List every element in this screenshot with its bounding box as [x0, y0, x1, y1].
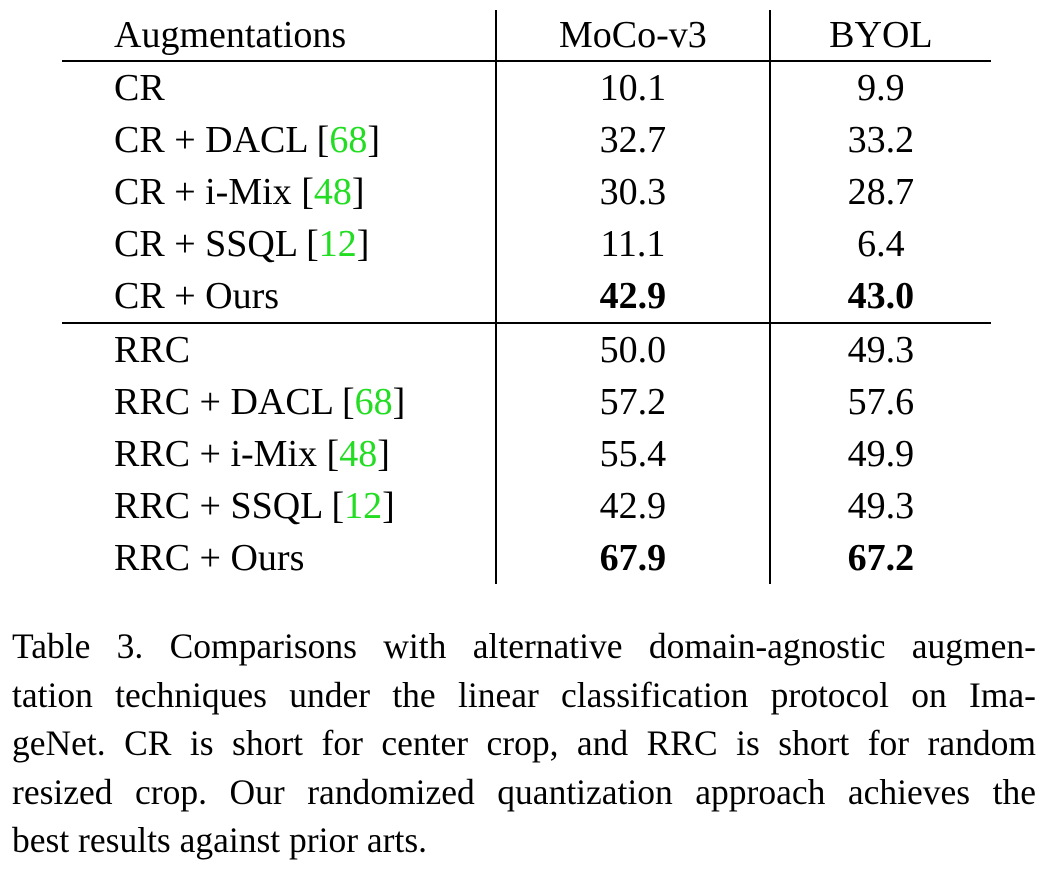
method-name: CR + Ours — [114, 275, 280, 317]
table-row: RRC + Ours 67.9 67.2 — [62, 532, 991, 584]
moco-value: 50.0 — [494, 323, 770, 376]
byol-value: 6.4 — [768, 218, 991, 270]
byol-value-best: 67.2 — [768, 532, 991, 584]
results-table-container: Augmentations MoCo-v3 BYOL CR 10.1 9.9 C… — [62, 10, 991, 584]
caption-line: resized crop. Our randomized quantizatio… — [12, 771, 1036, 812]
moco-value: 57.2 — [494, 376, 770, 428]
byol-value-best: 43.0 — [768, 270, 991, 323]
header-byol: BYOL — [768, 10, 991, 61]
table-row: CR + i-Mix [48] 30.3 28.7 — [62, 166, 991, 218]
moco-value: 32.7 — [494, 114, 770, 166]
table-row: CR + SSQL [12] 11.1 6.4 — [62, 218, 991, 270]
byol-value: 57.6 — [768, 376, 991, 428]
method-name: RRC + SSQL — [114, 485, 332, 527]
moco-value: 11.1 — [494, 218, 770, 270]
method-name: CR + DACL — [114, 119, 317, 161]
random-resized-crop-group: RRC 50.0 49.3 RRC + DACL [68] 57.2 57.6 … — [62, 323, 991, 584]
moco-value-best: 42.9 — [494, 270, 770, 323]
method-cell: CR + Ours — [62, 270, 496, 323]
table-row: CR + Ours 42.9 43.0 — [62, 270, 991, 323]
results-table: Augmentations MoCo-v3 BYOL CR 10.1 9.9 C… — [62, 10, 991, 584]
method-name: RRC + Ours — [114, 537, 305, 579]
center-crop-group: CR 10.1 9.9 CR + DACL [68] 32.7 33.2 CR … — [62, 61, 991, 323]
method-cell: CR — [62, 61, 496, 114]
citation-link[interactable]: 48 — [339, 433, 378, 475]
citation-link[interactable]: 68 — [354, 381, 393, 423]
method-cell: RRC + DACL [68] — [114, 381, 406, 423]
moco-value: 55.4 — [494, 428, 770, 480]
byol-value: 9.9 — [768, 61, 991, 114]
method-name: RRC + DACL — [114, 381, 342, 423]
caption-line: geNet. CR is short for center crop, and … — [12, 723, 1036, 763]
moco-value: 42.9 — [494, 480, 770, 532]
moco-value: 30.3 — [494, 166, 770, 218]
caption-line: best results against prior arts. — [12, 820, 428, 860]
method-name: RRC + i-Mix — [114, 433, 327, 475]
byol-value: 49.3 — [768, 323, 991, 376]
table-header-row: Augmentations MoCo-v3 BYOL — [62, 10, 991, 61]
method-cell: RRC — [62, 323, 496, 376]
citation-link[interactable]: 12 — [318, 223, 357, 265]
moco-value-best: 67.9 — [494, 532, 770, 584]
method-name: CR + i-Mix — [114, 171, 302, 213]
header-moco-v3: MoCo-v3 — [494, 10, 770, 61]
byol-value: 49.9 — [768, 428, 991, 480]
citation-link[interactable]: 68 — [329, 119, 368, 161]
method-cell: RRC + Ours — [62, 532, 496, 584]
citation-link[interactable]: 12 — [344, 485, 383, 527]
caption-line: tation techniques under the linear class… — [12, 674, 1036, 715]
byol-value: 49.3 — [768, 480, 991, 532]
table-caption: Table 3. Comparisons with alternative do… — [12, 622, 1036, 865]
table-row: RRC + DACL [68] 57.2 57.6 — [62, 376, 991, 428]
table-row: RRC 50.0 49.3 — [62, 323, 991, 376]
method-name: CR + SSQL — [114, 223, 307, 265]
method-cell: CR + SSQL [12] — [114, 223, 370, 265]
table-row: RRC + i-Mix [48] 55.4 49.9 — [62, 428, 991, 480]
table-row: CR + DACL [68] 32.7 33.2 — [62, 114, 991, 166]
method-cell: RRC + i-Mix [48] — [114, 433, 390, 475]
method-cell: CR + i-Mix [48] — [114, 171, 365, 213]
table-row: RRC + SSQL [12] 42.9 49.3 — [62, 480, 991, 532]
method-name: RRC — [114, 329, 191, 371]
citation-link[interactable]: 48 — [313, 171, 352, 213]
caption-line: Table 3. Comparisons with alternative do… — [12, 626, 1036, 666]
method-cell: CR + DACL [68] — [114, 119, 380, 161]
method-name: CR — [114, 67, 165, 109]
byol-value: 33.2 — [768, 114, 991, 166]
table-row: CR 10.1 9.9 — [62, 61, 991, 114]
byol-value: 28.7 — [768, 166, 991, 218]
method-cell: RRC + SSQL [12] — [114, 485, 395, 527]
header-augmentations: Augmentations — [114, 14, 347, 56]
moco-value: 10.1 — [494, 61, 770, 114]
